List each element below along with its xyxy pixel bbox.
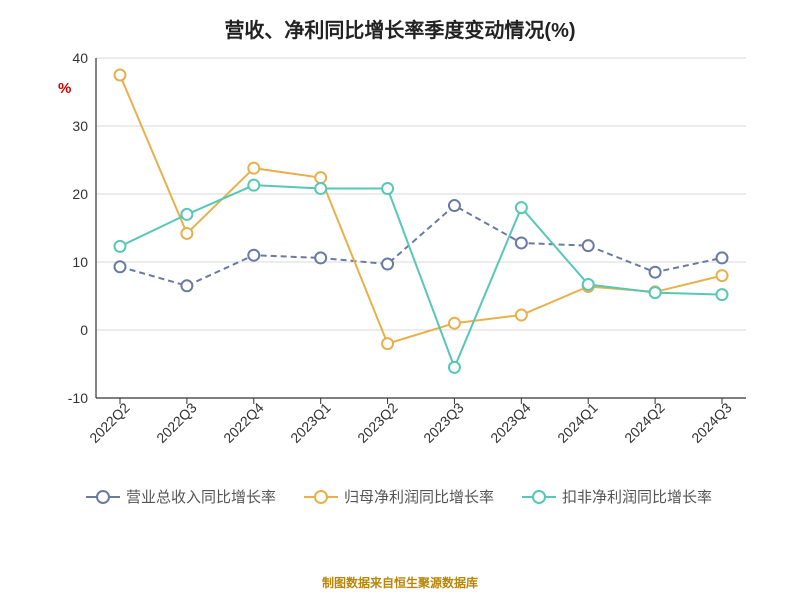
legend-label: 归母净利润同比增长率 <box>344 486 494 507</box>
series-marker-adj_net_profit <box>181 209 192 220</box>
y-tick-label: -10 <box>68 390 96 406</box>
y-tick-label: 20 <box>72 186 96 202</box>
legend-item-adj_net_profit: 扣非净利润同比增长率 <box>522 486 712 507</box>
series-marker-net_profit <box>717 270 728 281</box>
series-marker-revenue <box>315 252 326 263</box>
chart-svg <box>96 58 746 398</box>
legend-swatch-net_profit <box>304 489 338 505</box>
x-tick-label: 2024Q2 <box>620 398 668 446</box>
series-marker-net_profit <box>181 228 192 239</box>
chart-footnote: 制图数据来自恒生聚源数据库 <box>0 574 800 591</box>
series-line-net_profit <box>120 75 722 344</box>
series-line-revenue <box>120 206 722 286</box>
series-marker-adj_net_profit <box>516 202 527 213</box>
series-marker-net_profit <box>115 70 126 81</box>
x-tick-label: 2024Q3 <box>687 398 735 446</box>
series-marker-revenue <box>449 200 460 211</box>
chart-legend: 营业总收入同比增长率 归母净利润同比增长率 扣非净利润同比增长率 <box>86 486 726 507</box>
x-tick-label: 2022Q4 <box>219 398 267 446</box>
series-marker-adj_net_profit <box>449 362 460 373</box>
legend-item-revenue: 营业总收入同比增长率 <box>86 486 276 507</box>
y-axis-label: % <box>58 80 71 97</box>
series-marker-adj_net_profit <box>315 183 326 194</box>
series-marker-adj_net_profit <box>717 289 728 300</box>
series-marker-revenue <box>248 250 259 261</box>
series-marker-revenue <box>583 240 594 251</box>
y-tick-label: 0 <box>80 322 96 338</box>
series-marker-revenue <box>382 259 393 270</box>
series-marker-net_profit <box>449 318 460 329</box>
series-marker-revenue <box>717 252 728 263</box>
y-tick-label: 10 <box>72 254 96 270</box>
series-marker-adj_net_profit <box>583 279 594 290</box>
series-marker-revenue <box>115 261 126 272</box>
chart-title: 营收、净利同比增长率季度变动情况(%) <box>0 14 800 43</box>
series-line-adj_net_profit <box>120 185 722 367</box>
x-tick-label: 2023Q4 <box>486 398 534 446</box>
chart-plot-area: -100102030402022Q22022Q32022Q42023Q12023… <box>96 58 746 398</box>
x-tick-label: 2023Q3 <box>419 398 467 446</box>
x-tick-label: 2023Q1 <box>285 398 333 446</box>
series-marker-adj_net_profit <box>650 287 661 298</box>
legend-label: 营业总收入同比增长率 <box>126 486 276 507</box>
legend-label: 扣非净利润同比增长率 <box>562 486 712 507</box>
y-tick-label: 40 <box>72 50 96 66</box>
y-tick-label: 30 <box>72 118 96 134</box>
series-marker-net_profit <box>248 163 259 174</box>
series-marker-revenue <box>516 237 527 248</box>
series-marker-net_profit <box>315 172 326 183</box>
series-marker-net_profit <box>382 338 393 349</box>
series-marker-adj_net_profit <box>248 180 259 191</box>
x-tick-label: 2024Q1 <box>553 398 601 446</box>
legend-item-net_profit: 归母净利润同比增长率 <box>304 486 494 507</box>
x-tick-label: 2022Q3 <box>152 398 200 446</box>
series-marker-adj_net_profit <box>115 241 126 252</box>
legend-swatch-revenue <box>86 489 120 505</box>
x-tick-label: 2023Q2 <box>352 398 400 446</box>
series-marker-revenue <box>181 280 192 291</box>
series-marker-adj_net_profit <box>382 183 393 194</box>
series-marker-revenue <box>650 267 661 278</box>
legend-swatch-adj_net_profit <box>522 489 556 505</box>
series-marker-net_profit <box>516 310 527 321</box>
